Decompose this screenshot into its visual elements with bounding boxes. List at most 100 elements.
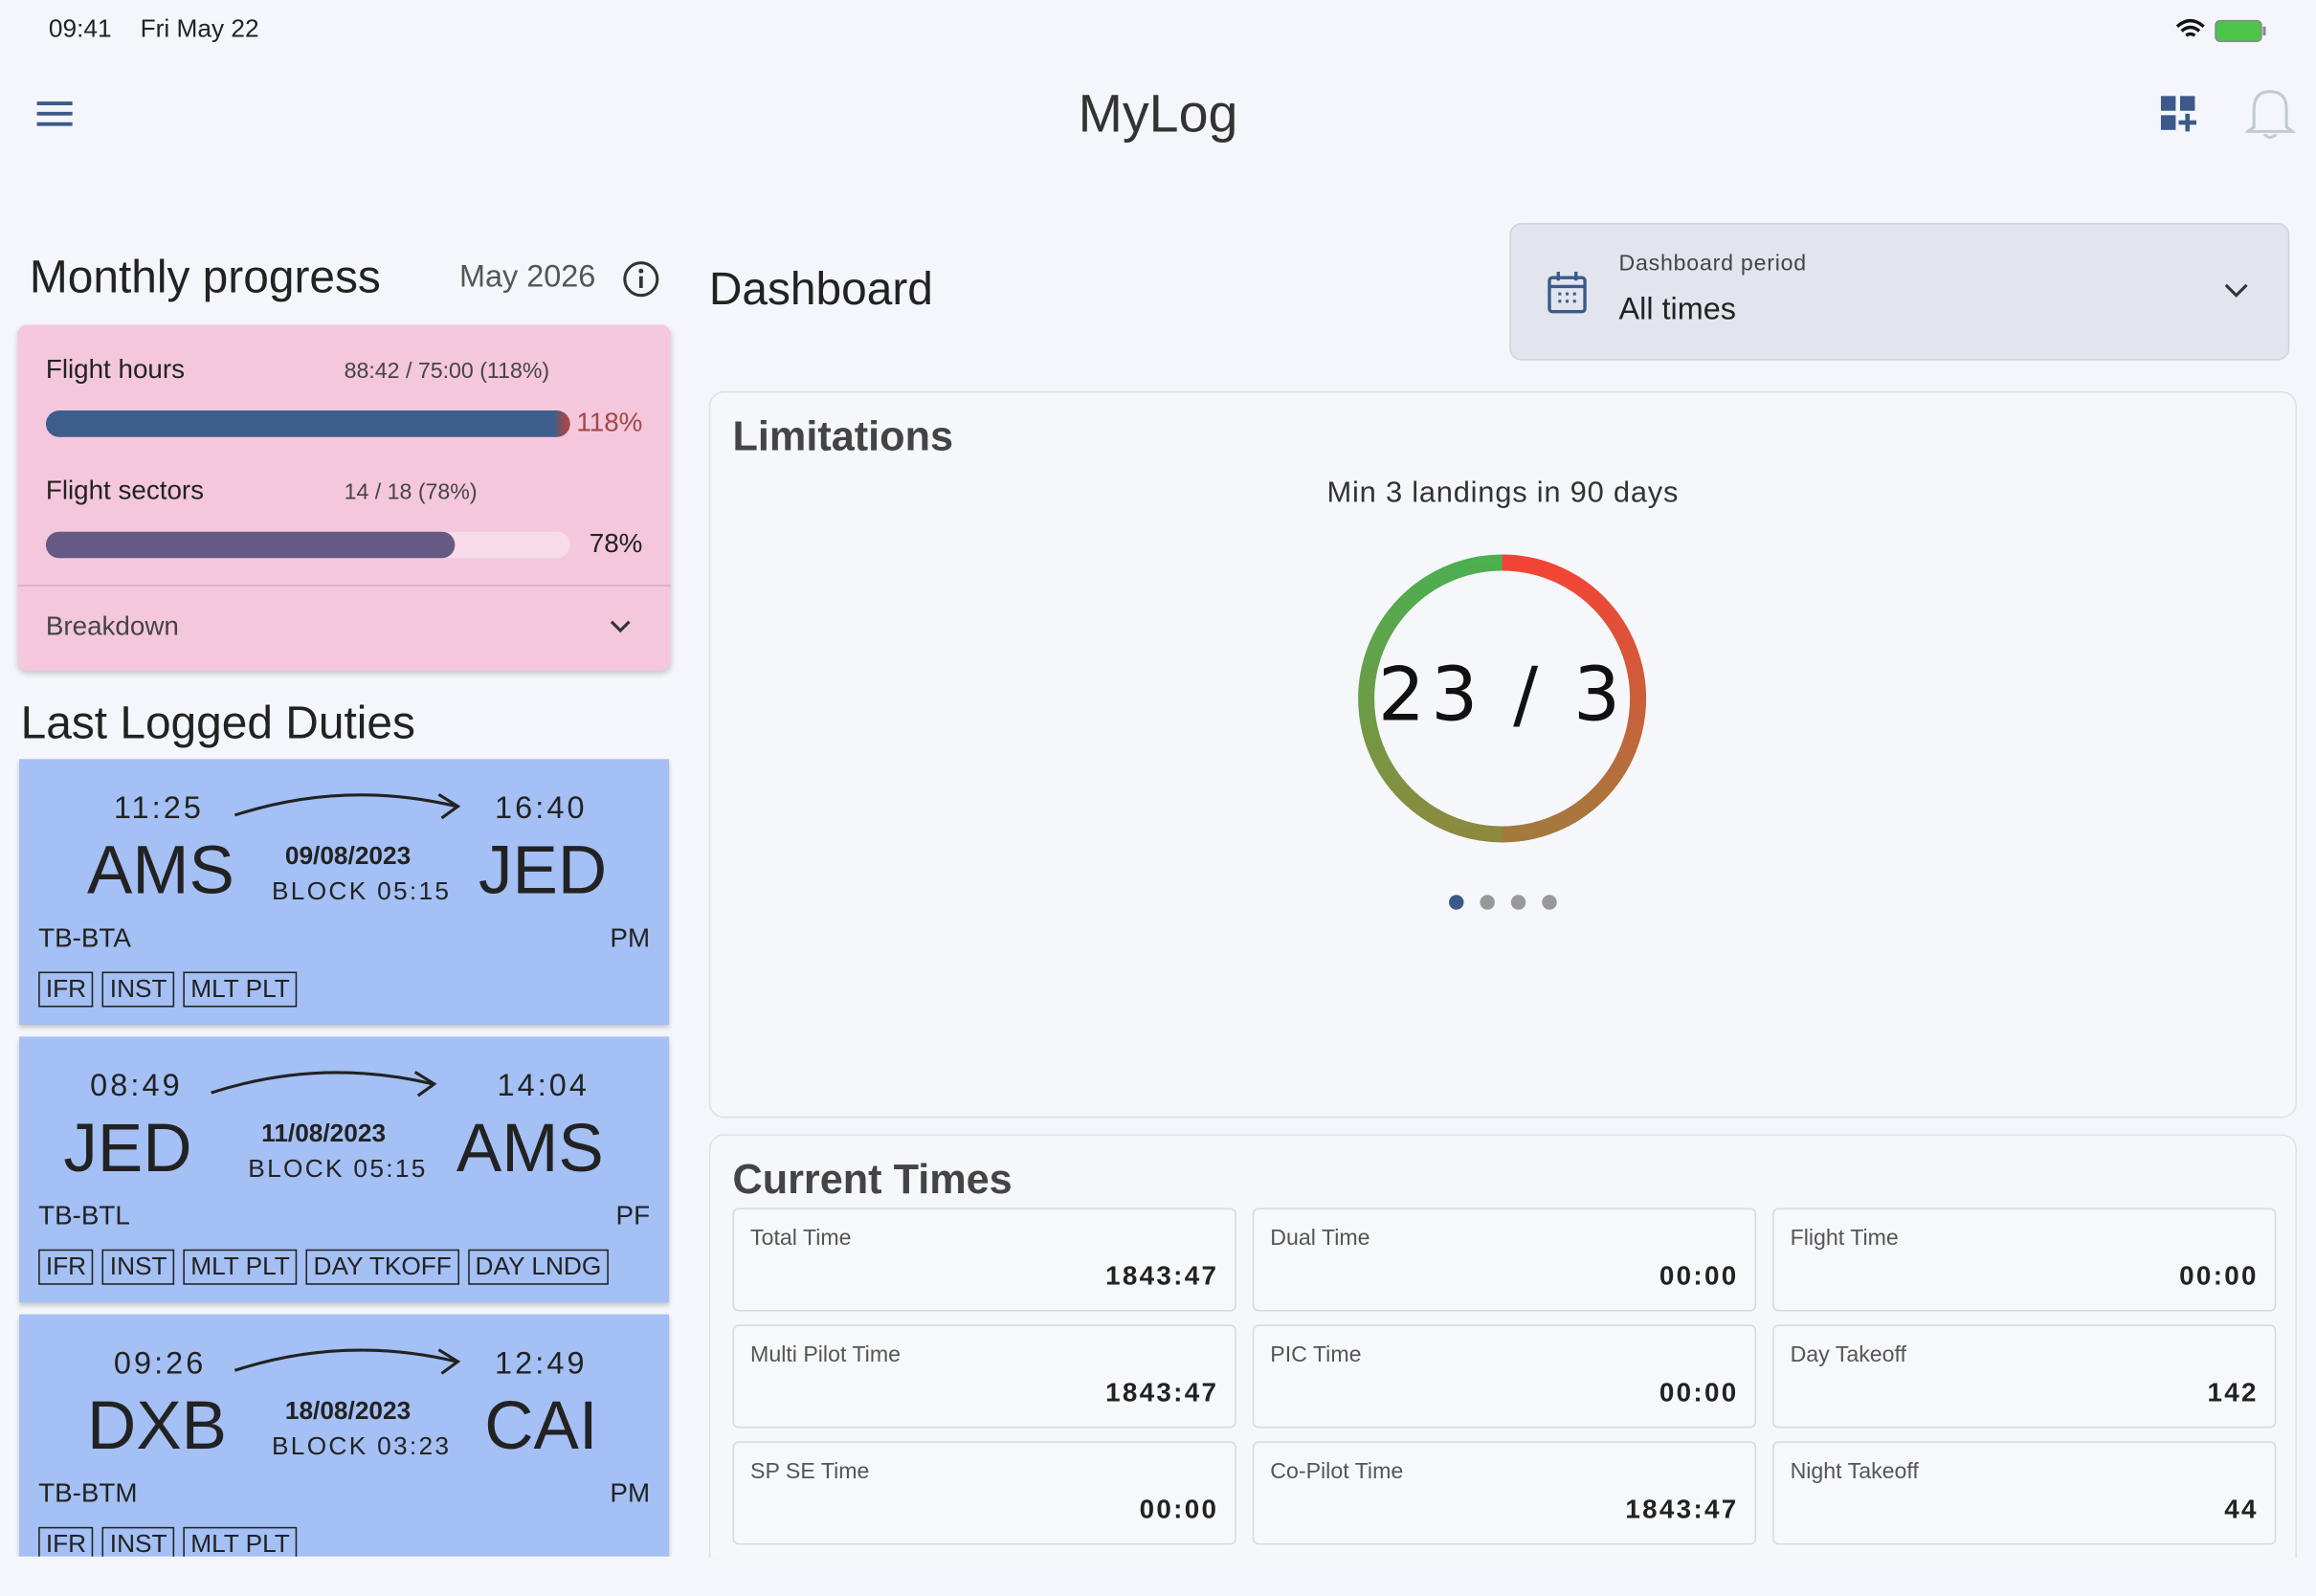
dashboard-title: Dashboard: [708, 262, 933, 315]
arrival-airport: JED: [479, 831, 608, 909]
limitations-card: Limitations Min 3 landings in 90 days 23…: [708, 390, 2297, 1119]
time-label: Total Time: [750, 1225, 852, 1252]
time-label: Day Takeoff: [1790, 1341, 1906, 1368]
departure-airport: DXB: [87, 1386, 228, 1464]
time-cell: Night Takeoff 44: [1772, 1441, 2277, 1545]
time-label: Flight Time: [1790, 1225, 1899, 1252]
progress-bar: [45, 531, 456, 559]
route-arrow: [234, 793, 461, 820]
period-select[interactable]: Dashboard period All times: [1509, 223, 2290, 361]
duty-card[interactable]: 09:26 DXB 18/08/2023 BLOCK 03:23 12:49 CAI TB-…: [19, 1314, 670, 1557]
tag: IFR: [38, 1249, 94, 1285]
time-cell: Total Time 1843:47: [732, 1208, 1236, 1312]
time-cell: Co-Pilot Time 1843:47: [1252, 1441, 1757, 1545]
duty-card[interactable]: 11:25 AMS 09/08/2023 BLOCK 05:15 16:40 JED TB-…: [19, 759, 670, 1026]
add-widget-button[interactable]: [2159, 95, 2197, 133]
dropdown-icon: [2224, 283, 2248, 298]
progress-detail: 88:42 / 75:00 (118%): [344, 359, 550, 385]
route-arrow: [211, 1071, 437, 1097]
tags: IFR INST MLT PLT: [38, 1526, 306, 1557]
duty-date: 18/08/2023: [284, 1397, 412, 1426]
block-time: BLOCK 05:15: [248, 1154, 428, 1184]
time-label: Co-Pilot Time: [1270, 1458, 1404, 1485]
limitations-title: Limitations: [732, 413, 954, 459]
tag: MLT PLT: [183, 971, 298, 1008]
tag: MLT PLT: [183, 1526, 298, 1557]
duties-list: 11:25 AMS 09/08/2023 BLOCK 05:15 16:40 JED TB-…: [0, 0, 694, 1557]
time-value: 44: [2224, 1494, 2259, 1524]
time-cell: Day Takeoff 142: [1772, 1324, 2277, 1429]
status-time: 09:41: [48, 14, 112, 43]
progress-label: Flight sectors: [45, 475, 205, 505]
time-label: SP SE Time: [750, 1458, 870, 1485]
gauge: 23 / 3: [1358, 554, 1646, 843]
departure-airport: AMS: [87, 831, 234, 909]
progress-track: [45, 531, 570, 559]
departure-airport: JED: [63, 1109, 192, 1186]
duties-title: Last Logged Duties: [20, 697, 415, 749]
arrival-airport: AMS: [456, 1109, 604, 1186]
route-arrow: [234, 1348, 461, 1375]
notifications-button[interactable]: [2244, 86, 2296, 143]
time-label: PIC Time: [1270, 1341, 1362, 1368]
tag: DAY TKOFF: [305, 1249, 459, 1285]
time-value: 00:00: [2179, 1261, 2259, 1291]
tag: IFR: [38, 1526, 94, 1557]
page-indicator[interactable]: [1446, 892, 1564, 913]
arrival-airport: CAI: [484, 1386, 598, 1464]
departure-time: 09:26: [113, 1346, 207, 1382]
registration: TB-BTM: [38, 1477, 138, 1508]
current-times-title: Current Times: [732, 1156, 1013, 1203]
progress-label: Flight hours: [45, 354, 185, 385]
time-cell: Dual Time 00:00: [1252, 1208, 1757, 1312]
period-label: Dashboard period: [1618, 251, 1807, 277]
time-cell: PIC Time 00:00: [1252, 1324, 1757, 1429]
pilot-role: PM: [610, 1477, 651, 1508]
time-value: 1843:47: [1105, 1261, 1219, 1291]
time-cell: Flight Time 00:00: [1772, 1208, 2277, 1312]
registration: TB-BTA: [38, 922, 131, 953]
time-label: Dual Time: [1270, 1225, 1370, 1252]
time-label: Multi Pilot Time: [750, 1341, 901, 1368]
monthly-period: May 2026: [458, 259, 596, 295]
status-date: Fri May 22: [140, 14, 259, 43]
tag: INST: [102, 1526, 175, 1557]
tags: IFR INST MLT PLT DAY TKOFF DAY LNDG: [38, 1249, 617, 1285]
time-value: 142: [2207, 1377, 2259, 1408]
departure-time: 11:25: [113, 791, 204, 826]
breakdown-label[interactable]: Breakdown: [45, 610, 179, 641]
tag: INST: [102, 971, 175, 1008]
info-button[interactable]: [622, 260, 660, 299]
registration: TB-BTL: [38, 1200, 130, 1230]
tag: IFR: [38, 971, 94, 1008]
block-time: BLOCK 05:15: [271, 876, 452, 906]
expand-icon[interactable]: [609, 617, 633, 635]
arrival-time: 12:49: [495, 1346, 588, 1382]
monthly-card: Breakdown Flight hours 88:42 / 75:00 (118…: [17, 324, 671, 671]
calendar-icon: [1548, 271, 1587, 314]
period-value: All times: [1618, 292, 1737, 327]
menu-button[interactable]: [35, 99, 74, 128]
block-time: BLOCK 03:23: [271, 1432, 452, 1461]
app-title: MyLog: [1078, 82, 1238, 144]
monthly-title: Monthly progress: [29, 251, 381, 303]
arrival-time: 14:04: [497, 1069, 590, 1103]
duty-card[interactable]: 08:49 JED 11/08/2023 BLOCK 05:15 14:04 AMS TB-…: [19, 1036, 670, 1303]
tag: DAY LNDG: [467, 1249, 609, 1285]
progress-track: [45, 410, 570, 437]
arrival-time: 16:40: [495, 791, 588, 826]
tags: IFR INST MLT PLT: [38, 971, 306, 1008]
progress-percent: 118%: [576, 407, 643, 437]
tag: INST: [102, 1249, 175, 1285]
time-cell: SP SE Time 00:00: [732, 1441, 1236, 1545]
pilot-role: PF: [615, 1200, 651, 1230]
progress-bar: [45, 410, 570, 437]
time-cell: Multi Pilot Time 1843:47: [732, 1324, 1236, 1429]
status-icons: [2175, 18, 2266, 42]
time-label: Night Takeoff: [1790, 1458, 1919, 1485]
duty-date: 09/08/2023: [284, 841, 412, 871]
limitation-caption: Min 3 landings in 90 days: [1326, 477, 1680, 510]
time-value: 00:00: [1659, 1377, 1739, 1408]
current-times-card: Current Times Total Time 1843:47 Dual Time…: [708, 1134, 2297, 1559]
